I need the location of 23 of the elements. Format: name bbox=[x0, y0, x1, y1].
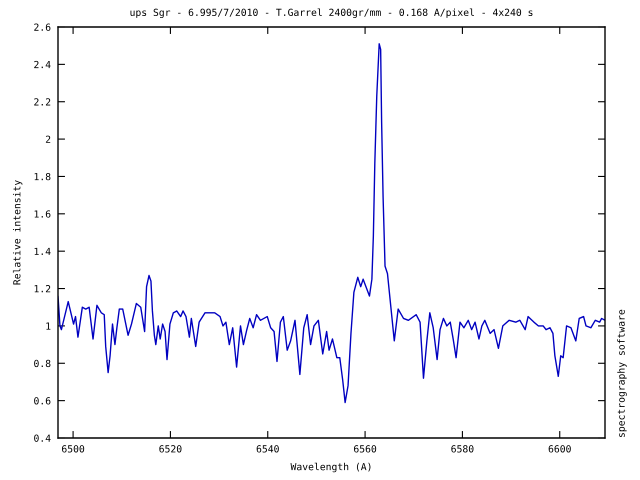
line-series bbox=[58, 43, 605, 404]
y-tick-label: 1.6 bbox=[34, 210, 50, 218]
y-tick-label: 0.6 bbox=[34, 397, 50, 404]
x-tick-label: 6560 bbox=[354, 445, 376, 453]
x-tick-label: 6600 bbox=[548, 445, 571, 453]
text: spectrography software bbox=[617, 310, 627, 437]
y-tick-label: 2.2 bbox=[34, 98, 50, 106]
y-tick-label: 1.8 bbox=[34, 172, 50, 180]
y-tick-label: 0.8 bbox=[34, 360, 50, 368]
x-tick-label: 6580 bbox=[451, 445, 474, 453]
x-tick-label: 6500 bbox=[62, 445, 84, 453]
x-axis-title: Wavelength (A) bbox=[290, 462, 370, 472]
y-axis-title: Relative intensity bbox=[12, 180, 22, 284]
y-tick-label: 2 bbox=[46, 136, 50, 143]
y-tick-label: 0.4 bbox=[34, 434, 51, 442]
y-tick-label: 1 bbox=[46, 322, 50, 330]
y-tick-label: 1.4 bbox=[34, 248, 51, 255]
y-tick-label: 1.2 bbox=[34, 285, 50, 292]
chart-title: ups Sgr - 6.995/7/2010 - T.Garrel 2400gr/mm - 0.168 A/pixel - 4x240 s bbox=[130, 8, 532, 18]
x-tick-label: 6540 bbox=[256, 445, 279, 453]
x-tick-label: 6520 bbox=[159, 445, 182, 453]
y-tick-label: 2.6 bbox=[34, 24, 50, 31]
y-tick-label: 2.4 bbox=[34, 60, 51, 68]
